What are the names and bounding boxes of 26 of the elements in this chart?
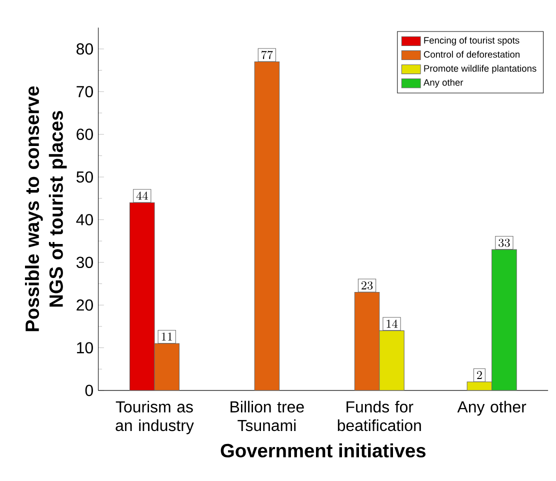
x-tick-label: Billion tree Tsunami: [230, 400, 304, 432]
legend-label: Fencing of tourist spots: [424, 36, 520, 46]
data-label: 14: [386, 320, 398, 328]
data-label: 11: [162, 332, 172, 340]
y-tick-label: 60: [76, 128, 93, 140]
y-tick-label: 70: [76, 86, 93, 98]
data-label: 77: [261, 50, 273, 60]
data-label: 44: [136, 192, 148, 200]
x-tick-label: Any other: [457, 400, 526, 416]
data-label: 33: [498, 238, 510, 247]
y-tick-label: 40: [76, 214, 93, 226]
data-label: 2: [477, 370, 482, 379]
y-tick-label: 80: [76, 43, 93, 54]
y-axis-title: Possible ways to conserve NGS of tourist places: [24, 86, 67, 332]
y-tick-label: 10: [77, 342, 93, 354]
y-tick-label: 50: [76, 171, 93, 183]
y-tick-label: 20: [76, 299, 93, 311]
legend-label: Any other: [423, 78, 464, 88]
y-tick-label: 30: [76, 256, 93, 268]
x-axis-title: Government initiatives: [220, 443, 426, 458]
y-tick-label: 0: [85, 384, 93, 396]
x-tick-label: Tourism as an industry: [116, 400, 194, 434]
x-tick-label: Funds for beatification: [338, 400, 421, 432]
legend-label: Control of deforestation: [424, 50, 520, 58]
legend-label: Promote wildlife plantations: [424, 64, 536, 74]
data-label: 23: [361, 281, 373, 290]
